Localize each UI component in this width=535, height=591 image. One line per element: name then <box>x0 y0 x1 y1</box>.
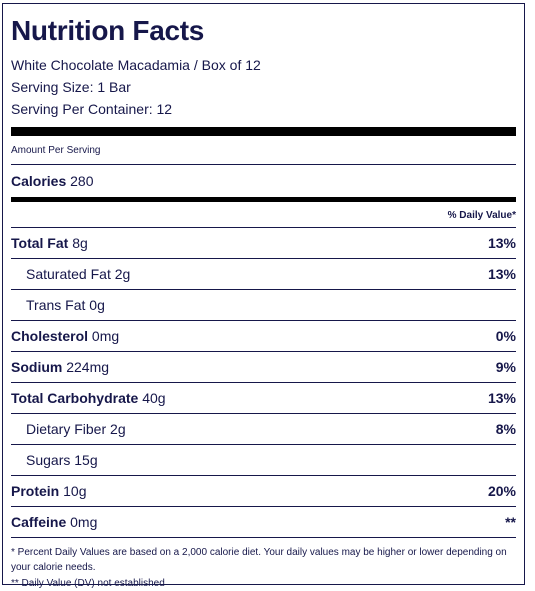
nutrient-amount: 10g <box>63 483 87 499</box>
amount-per-serving: Amount Per Serving <box>11 136 516 165</box>
nutrient-dv: ** <box>505 514 516 530</box>
nutrient-amount: 0mg <box>70 514 98 530</box>
nutrient-name: Dietary Fiber <box>26 421 107 437</box>
nutrient-row-total-fat: Total Fat 8g 13% <box>11 228 516 259</box>
nutrient-name: Saturated Fat <box>26 266 111 282</box>
nutrient-name: Caffeine <box>11 514 67 530</box>
calories-value: 280 <box>70 173 94 189</box>
nutrient-name: Total Carbohydrate <box>11 390 139 406</box>
nutrient-dv: 13% <box>487 266 516 282</box>
footnote-dv-not-established: ** Daily Value (DV) not established <box>11 578 165 589</box>
medium-divider <box>11 197 516 202</box>
product-name: White Chocolate Macadamia / Box of 12 <box>11 57 261 73</box>
serving-size: Serving Size: 1 Bar <box>11 79 131 95</box>
nutrition-label: Nutrition Facts White Chocolate Macadami… <box>2 3 525 589</box>
nutrient-dv: 8% <box>495 421 516 437</box>
nutrient-row-cholesterol: Cholesterol 0mg 0% <box>11 321 516 352</box>
nutrient-dv: 20% <box>487 483 516 499</box>
nutrient-dv: 9% <box>495 359 516 375</box>
calories-label: Calories <box>11 173 67 189</box>
nutrient-amount: 2g <box>110 421 126 437</box>
label-title: Nutrition Facts <box>11 15 205 46</box>
nutrient-amount: 2g <box>114 266 131 282</box>
nutrient-name: Total Fat <box>11 235 69 251</box>
nutrient-name: Sodium <box>11 359 63 375</box>
nutrient-row-sodium: Sodium 224mg 9% <box>11 352 516 383</box>
nutrient-row-trans-fat: Trans Fat 0g <box>11 290 516 321</box>
nutrient-name: Protein <box>11 483 60 499</box>
nutrient-amount: 40g <box>142 390 166 406</box>
daily-value-header: % Daily Value* <box>11 202 516 228</box>
nutrient-amount: 8g <box>72 235 88 251</box>
nutrient-name: Trans Fat <box>26 297 86 313</box>
nutrient-amount: 0mg <box>91 328 120 344</box>
nutrient-row-total-carbohydrate: Total Carbohydrate 40g 13% <box>11 383 516 414</box>
nutrient-row-dietary-fiber: Dietary Fiber 2g 8% <box>11 414 516 445</box>
nutrient-dv: 13% <box>487 390 516 406</box>
nutrient-dv: 13% <box>487 235 516 251</box>
nutrient-amount: 0g <box>89 297 105 313</box>
nutrient-amount: 15g <box>74 452 98 468</box>
nutrient-name: Cholesterol <box>11 328 89 344</box>
nutrient-dv: 0% <box>495 328 516 344</box>
thick-divider <box>11 127 516 136</box>
nutrient-row-sugars: Sugars 15g <box>11 445 516 476</box>
calories-row: Calories 280 <box>11 165 516 197</box>
servings-per-container: Serving Per Container: 12 <box>11 101 173 117</box>
nutrient-amount: 224mg <box>66 359 110 375</box>
nutrient-name: Sugars <box>26 452 71 468</box>
nutrient-row-protein: Protein 10g 20% <box>11 476 516 507</box>
footnote-daily-values: * Percent Daily Values are based on a 2,… <box>11 547 507 573</box>
nutrient-row-saturated-fat: Saturated Fat 2g 13% <box>11 259 516 290</box>
nutrient-row-caffeine: Caffeine 0mg ** <box>11 507 516 538</box>
